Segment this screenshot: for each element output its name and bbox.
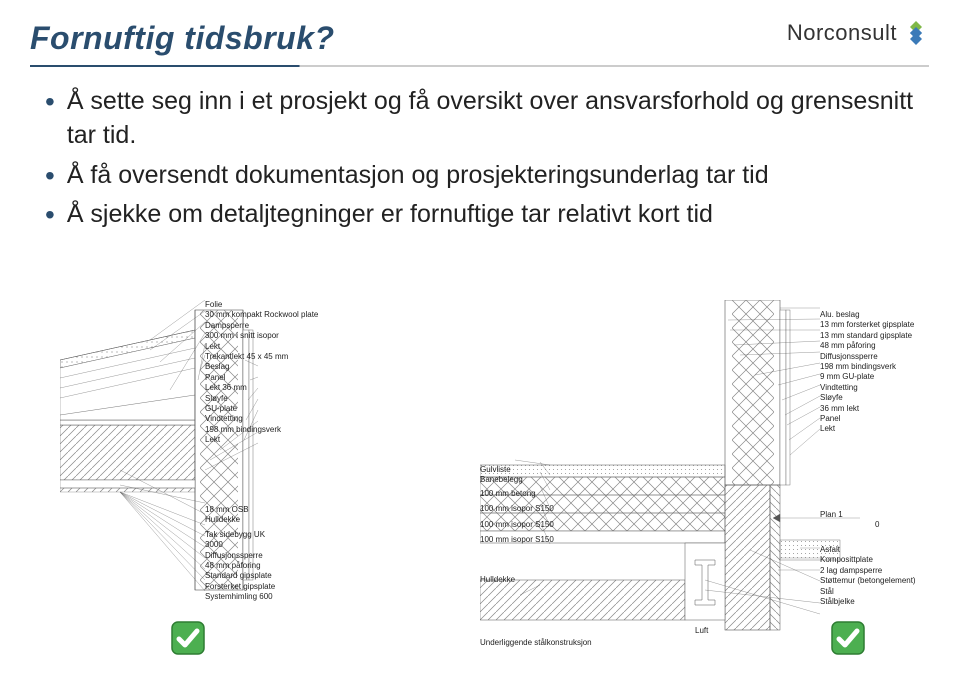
label: Lekt [820,424,914,434]
label: Vindtetting [205,414,318,424]
bullet-item: • Å sjekke om detaljtegninger er fornuft… [45,198,914,232]
svg-text:Luft: Luft [695,626,709,635]
bullet-text: Å få oversendt dokumentasjon og prosjekt… [67,159,914,193]
label: Asfalt [820,545,916,555]
logo-icon [903,20,929,46]
label: Systemhimling 600 [205,592,275,602]
label: 198 mm bindingsverk [820,362,914,372]
label: Standard gipsplate [205,571,275,581]
label: 0 [875,520,879,530]
bullet-dot-icon: • [45,198,55,232]
diagrams-area: Folie 30 mm kompakt Rockwool plate Damps… [0,300,959,680]
label: Sløyfe [205,394,318,404]
label: 18 mm OSB [205,505,275,515]
label: 13 mm standard gipsplate [820,331,914,341]
logo-text: Norconsult [787,20,897,46]
label: Hulldekke [205,515,275,525]
label: 2 lag dampsperre [820,566,916,576]
bullet-dot-icon: • [45,159,55,193]
label: 100 mm betong [480,489,554,499]
bullet-list: • Å sette seg inn i et prosjekt og få ov… [0,85,959,232]
label: Støttemur (betongelement) [820,576,916,586]
label: Vindtetting [820,383,914,393]
diagram-right-labels-top: Alu. beslag 13 mm forsterket gipsplate 1… [820,310,914,435]
label: Stålbjelke [820,597,916,607]
label: 48 mm påforing [205,561,275,571]
bullet-text: Å sjekke om detaljtegninger er fornuftig… [67,198,914,232]
diagram-left-labels-bottom: 18 mm OSB Hulldekke Tak sidebygg UK 3000… [205,505,275,603]
label: 48 mm påforing [820,341,914,351]
label: Gulvliste [480,465,554,475]
label: Stål [820,587,916,597]
title-underline [30,65,929,67]
bullet-dot-icon: • [45,85,55,119]
logo: Norconsult [787,20,929,46]
bullet-item: • Å få oversendt dokumentasjon og prosje… [45,159,914,193]
label: Komposittplate [820,555,916,565]
caption: Underliggende stålkonstruksjon [480,638,592,647]
label: Forsterket gipsplate [205,582,275,592]
label: Panel [820,414,914,424]
bullet-text: Å sette seg inn i et prosjekt og få over… [67,85,914,153]
label: Tak sidebygg UK [205,530,275,540]
label: 13 mm forsterket gipsplate [820,320,914,330]
label: Beslag [205,362,318,372]
label: Banebelegg [480,475,554,485]
label: 100 mm isopor S150 [480,535,554,545]
label: 36 mm lekt [820,404,914,414]
label: Trekantlekt 45 x 45 mm [205,352,318,362]
label: Diffusjonssperre [820,352,914,362]
label: 100 mm isopor S150 [480,520,554,530]
checkmark-icon [170,620,206,656]
label: Plan 1 [820,510,843,520]
label: Alu. beslag [820,310,914,320]
label: 3000 [205,540,275,550]
label: 30 mm kompakt Rockwool plate [205,310,318,320]
label: Sløyfe [820,393,914,403]
diagram-right-labels-mid: Gulvliste Banebelegg 100 mm betong 100 m… [480,465,554,586]
label: Dampsperre [205,321,318,331]
page-title: Fornuftig tidsbruk? [30,20,335,57]
bullet-item: • Å sette seg inn i et prosjekt og få ov… [45,85,914,153]
label: 300 mm i snitt isopor [205,331,318,341]
label: Diffusjonssperre [205,551,275,561]
label: Lekt 36 mm [205,383,318,393]
label: GU-plate [205,404,318,414]
checkmark-icon [830,620,866,656]
diagram-right-labels-bottom: Plan 1 0 Asfalt Komposittplate 2 lag dam… [820,530,916,607]
label: Lekt [205,342,318,352]
label: Panel [205,373,318,383]
label: Lekt [205,435,318,445]
label: Hulldekke [480,575,554,585]
label: 198 mm bindingsverk [205,425,318,435]
label: 9 mm GU-plate [820,372,914,382]
label: 100 mm isopor S150 [480,504,554,514]
label: Folie [205,300,318,310]
diagram-left-labels-top: Folie 30 mm kompakt Rockwool plate Damps… [205,300,318,445]
